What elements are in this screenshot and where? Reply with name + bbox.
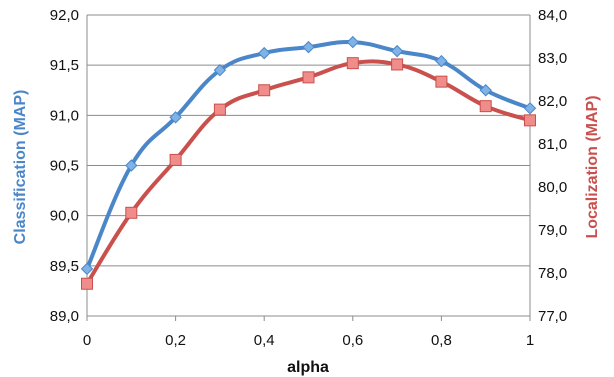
y-left-tick-label: 91,5 <box>50 57 79 74</box>
y-left-tick-label: 90,5 <box>50 158 79 175</box>
y-right-tick-label: 78,0 <box>538 265 567 282</box>
y-left-tick-label: 90,0 <box>50 208 79 225</box>
y-left-tick-label: 92,0 <box>50 7 79 24</box>
series-line <box>85 39 531 270</box>
data-point <box>479 100 492 113</box>
grid-lines <box>87 14 530 267</box>
x-tick-label: 0,4 <box>254 332 275 349</box>
data-point <box>346 57 359 70</box>
y-axis-left-title: Classification (MAP) <box>12 90 29 245</box>
data-point <box>257 46 271 60</box>
data-point <box>523 102 537 115</box>
data-point <box>169 153 182 166</box>
x-axis-ticks: 0 0,2 0,4 0,6 0,8 1 <box>83 316 534 349</box>
data-point <box>81 277 93 290</box>
x-tick-label: 0 <box>83 332 91 349</box>
x-tick-label: 0,8 <box>431 332 452 349</box>
data-point <box>390 44 404 58</box>
x-tick-label: 0,2 <box>165 332 186 349</box>
series-1 <box>80 35 537 276</box>
x-tick-label: 1 <box>526 332 534 349</box>
data-point <box>258 84 271 97</box>
series-2 <box>81 57 536 290</box>
data-point <box>524 114 536 127</box>
data-point <box>435 54 448 68</box>
data-point <box>213 103 226 116</box>
data-point <box>125 159 138 172</box>
y-axis-right-ticks: 77,0 78,0 79,0 80,0 81,0 82,0 83,0 84,0 <box>538 7 567 325</box>
y-right-tick-label: 81,0 <box>538 136 567 153</box>
data-point <box>479 84 492 97</box>
y-right-tick-label: 80,0 <box>538 179 567 196</box>
data-point <box>391 58 404 71</box>
y-right-tick-label: 84,0 <box>538 7 567 24</box>
data-point <box>302 71 315 84</box>
series-line <box>85 59 531 285</box>
data-point <box>346 35 360 49</box>
x-tick-label: 0,6 <box>342 332 363 349</box>
series-group <box>80 35 537 290</box>
y-right-tick-label: 82,0 <box>538 93 567 110</box>
y-right-tick-label: 77,0 <box>538 308 567 325</box>
y-left-tick-label: 89,0 <box>50 308 79 325</box>
y-right-tick-label: 83,0 <box>538 50 567 67</box>
y-axis-left-ticks: 89,0 89,5 90,0 90,5 91,0 91,5 92,0 <box>50 7 79 325</box>
x-axis-title: alpha <box>287 359 329 376</box>
data-point <box>213 63 227 77</box>
y-axis-right-title: Localization (MAP) <box>584 95 601 238</box>
data-point <box>80 262 94 276</box>
y-left-tick-label: 91,0 <box>50 107 79 124</box>
data-point <box>302 40 315 54</box>
y-left-tick-label: 89,5 <box>50 258 79 275</box>
data-point <box>125 206 138 219</box>
data-point <box>435 75 448 88</box>
data-point <box>169 111 182 124</box>
y-right-tick-label: 79,0 <box>538 222 567 239</box>
